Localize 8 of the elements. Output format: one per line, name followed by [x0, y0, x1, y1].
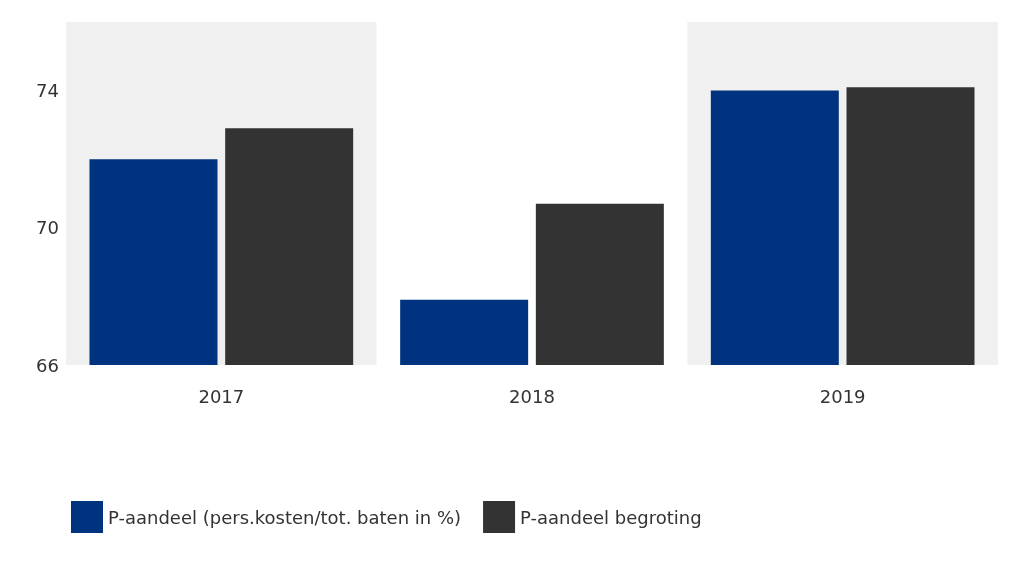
- legend-label: P-aandeel (pers.kosten/tot. baten in %): [108, 506, 462, 528]
- y-tick-label: 70: [36, 217, 59, 239]
- y-tick-label: 66: [36, 354, 59, 376]
- x-tick-label: 2018: [509, 385, 555, 407]
- legend-label: P-aandeel begroting: [520, 506, 702, 528]
- x-tick-label: 2017: [198, 385, 245, 407]
- y-tick-label: 74: [36, 80, 59, 102]
- x-tick-label: 2019: [819, 385, 866, 407]
